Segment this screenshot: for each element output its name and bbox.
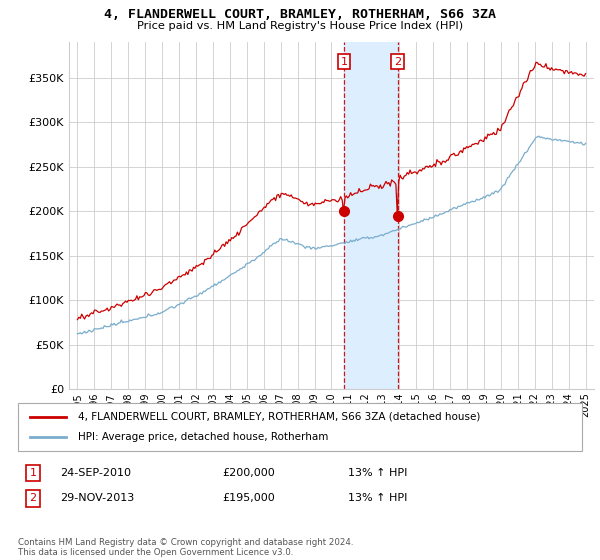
Text: 29-NOV-2013: 29-NOV-2013 [60,493,134,503]
Text: 2: 2 [29,493,37,503]
Text: £195,000: £195,000 [222,493,275,503]
Text: 2: 2 [394,57,401,67]
Text: £200,000: £200,000 [222,468,275,478]
Text: Contains HM Land Registry data © Crown copyright and database right 2024.
This d: Contains HM Land Registry data © Crown c… [18,538,353,557]
Text: Price paid vs. HM Land Registry's House Price Index (HPI): Price paid vs. HM Land Registry's House … [137,21,463,31]
Text: 4, FLANDERWELL COURT, BRAMLEY, ROTHERHAM, S66 3ZA (detached house): 4, FLANDERWELL COURT, BRAMLEY, ROTHERHAM… [78,412,481,422]
Text: 1: 1 [29,468,37,478]
Text: 24-SEP-2010: 24-SEP-2010 [60,468,131,478]
Text: HPI: Average price, detached house, Rotherham: HPI: Average price, detached house, Roth… [78,432,328,442]
Bar [344,42,398,389]
Text: 1: 1 [340,57,347,67]
Text: 4, FLANDERWELL COURT, BRAMLEY, ROTHERHAM, S66 3ZA: 4, FLANDERWELL COURT, BRAMLEY, ROTHERHAM… [104,8,496,21]
Text: 13% ↑ HPI: 13% ↑ HPI [348,493,407,503]
Text: 13% ↑ HPI: 13% ↑ HPI [348,468,407,478]
